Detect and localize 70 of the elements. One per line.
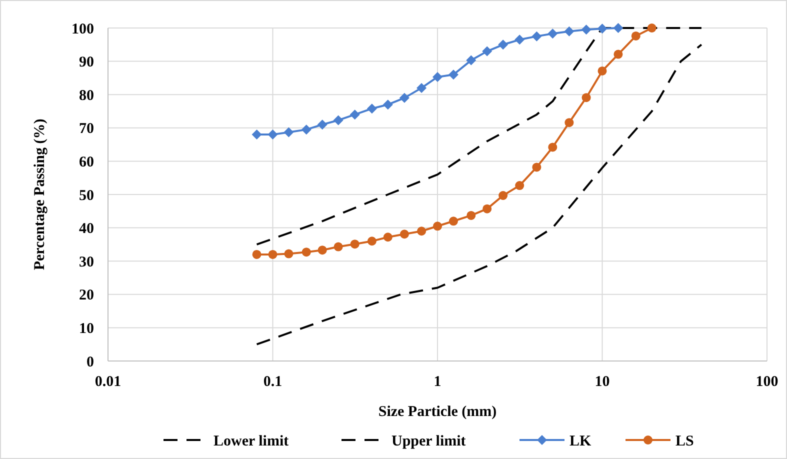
- x-tick-label: 0.1: [263, 374, 282, 390]
- x-tick-label: 1: [434, 374, 442, 390]
- y-axis-title: Percentage Passing (%): [32, 118, 48, 270]
- point: [498, 40, 508, 50]
- point: [532, 162, 542, 172]
- point: [399, 92, 410, 103]
- legend-label: Lower limit: [214, 433, 289, 450]
- y-tick-label: 50: [79, 188, 94, 204]
- y-tick-label: 100: [72, 21, 94, 38]
- point: [334, 242, 343, 252]
- point: [514, 34, 525, 45]
- point: [252, 250, 262, 259]
- legend-label: Upper limit: [392, 433, 466, 450]
- point: [482, 204, 492, 214]
- point: [466, 55, 476, 66]
- point: [382, 100, 393, 110]
- point: [582, 93, 591, 102]
- point: [383, 232, 392, 242]
- point: [564, 118, 574, 128]
- point: [318, 246, 327, 255]
- y-tick-label: 60: [79, 154, 94, 170]
- point: [416, 82, 427, 93]
- point: [532, 31, 542, 42]
- point: [317, 120, 328, 130]
- point: [350, 240, 360, 249]
- point: [433, 222, 442, 231]
- point: [302, 248, 311, 257]
- point: [417, 226, 426, 236]
- y-tick-label: 30: [79, 254, 94, 270]
- point: [631, 31, 640, 40]
- x-tick-label: 10: [594, 374, 610, 390]
- y-tick-label: 40: [79, 221, 94, 238]
- point: [367, 236, 376, 246]
- point: [448, 216, 458, 226]
- point: [333, 115, 344, 126]
- y-tick-label: 90: [79, 54, 94, 71]
- legend-label: LK: [570, 433, 592, 450]
- point: [284, 249, 294, 258]
- point: [448, 70, 458, 80]
- y-tick-label: 10: [79, 320, 94, 337]
- point: [614, 50, 623, 59]
- point: [482, 46, 492, 56]
- point: [647, 24, 656, 32]
- y-tick-label: 80: [79, 88, 94, 104]
- point: [400, 230, 409, 239]
- point: [613, 23, 624, 33]
- x-tick-label: 100: [756, 374, 778, 390]
- point: [366, 104, 377, 114]
- point: [548, 142, 558, 152]
- point: [284, 127, 294, 138]
- point: [581, 24, 592, 35]
- point: [515, 181, 524, 190]
- legend-label: LS: [676, 433, 694, 450]
- point: [432, 72, 442, 82]
- point: [597, 24, 608, 34]
- y-tick-label: 20: [79, 288, 94, 304]
- point: [301, 124, 312, 135]
- point: [466, 210, 476, 220]
- point: [598, 66, 607, 76]
- point: [548, 28, 558, 39]
- point: [268, 130, 278, 140]
- y-tick-label: 0: [86, 354, 94, 370]
- point: [498, 191, 508, 200]
- point: [268, 250, 278, 259]
- x-axis-title: Size Particle (mm): [378, 404, 497, 420]
- x-tick-label: 0.01: [94, 374, 122, 390]
- point: [252, 130, 262, 140]
- point: [564, 26, 574, 36]
- y-tick-label: 70: [79, 121, 94, 138]
- point: [350, 110, 360, 120]
